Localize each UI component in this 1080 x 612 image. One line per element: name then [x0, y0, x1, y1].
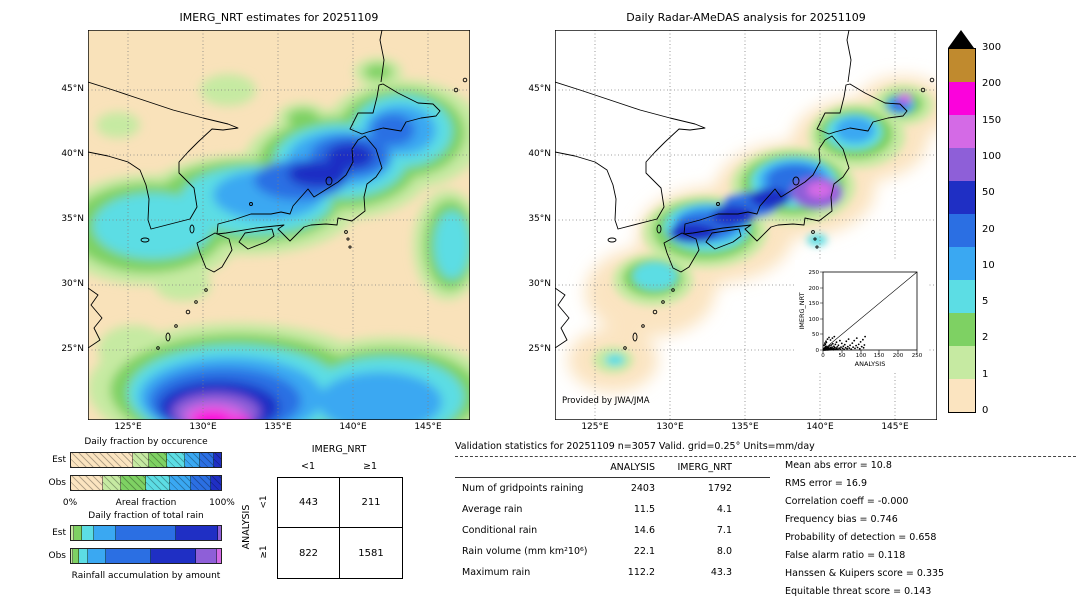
dashed-divider — [455, 456, 1076, 457]
colorbar-labels: 300 200 150 100 50 20 10 5 2 1 0 — [982, 42, 1002, 416]
svg-text:200: 200 — [893, 353, 904, 359]
inset-tick-labels: 0 50 100 150 200 250 0 50 100 150 200 25… — [809, 270, 923, 359]
score-rms-error: RMS error = 16.9 — [785, 478, 867, 489]
contingency-table: 443 211 822 1581 — [277, 477, 403, 579]
left-lat-40: 40°N — [61, 149, 84, 159]
svg-text:200: 200 — [809, 286, 820, 292]
colorbar-over-arrow — [948, 30, 974, 48]
areal-fraction-label: Areal fraction — [115, 498, 177, 508]
right-lat-25: 25°N — [528, 344, 551, 354]
validation-title: Validation statistics for 20251109 n=305… — [455, 441, 815, 452]
right-lat-45: 45°N — [528, 84, 551, 94]
right-lat-40: 40°N — [528, 149, 551, 159]
credit-text: Provided by JWA/JMA — [562, 396, 650, 406]
inset-xlabel: ANALYSIS — [855, 360, 886, 368]
coastlines — [88, 30, 468, 350]
left-lon-140: 140°E — [339, 422, 367, 432]
score-correlation: Correlation coeff = -0.000 — [785, 496, 909, 507]
right-lon-140: 140°E — [806, 422, 834, 432]
colorbar-segments — [948, 48, 976, 413]
right-map-title: Daily Radar-AMeDAS analysis for 20251109 — [626, 11, 866, 24]
left-lat-45: 45°N — [61, 84, 84, 94]
right-lat-30: 30°N — [528, 279, 551, 289]
total-rain-obs-label: Obs — [48, 551, 67, 561]
occurrence-bar-est — [70, 452, 222, 468]
total-rain-bar-obs — [70, 548, 222, 564]
right-lat-35: 35°N — [528, 214, 551, 224]
left-lat-30: 30°N — [61, 279, 84, 289]
validation-col-imerg: IMERG_NRT — [677, 462, 732, 473]
right-map: 0 50 100 150 200 250 0 50 100 150 200 25… — [555, 30, 937, 420]
occurrence-bar-obs — [70, 475, 222, 491]
right-lon-135: 135°E — [731, 422, 759, 432]
areal-fraction-max: 100% — [209, 498, 235, 508]
left-lon-130: 130°E — [189, 422, 217, 432]
grid-lines — [555, 30, 937, 420]
total-rain-bar-est — [70, 525, 222, 541]
left-map — [88, 30, 470, 420]
left-lon-125: 125°E — [114, 422, 142, 432]
score-hanssen-kuipers: Hanssen & Kuipers score = 0.335 — [785, 568, 945, 579]
contingency-col-group: IMERG_NRT — [311, 444, 367, 455]
score-far: False alarm ratio = 0.118 — [785, 550, 906, 561]
score-pod: Probability of detection = 0.658 — [785, 532, 937, 543]
validation-col-analysis: ANALYSIS — [610, 462, 655, 473]
right-lon-130: 130°E — [656, 422, 684, 432]
contingency-cell-miss: 822 — [278, 528, 340, 578]
svg-text:0: 0 — [816, 348, 820, 354]
svg-text:250: 250 — [809, 270, 820, 276]
contingency-col-ge1: ≥1 — [362, 461, 377, 472]
score-frequency-bias: Frequency bias = 0.746 — [785, 514, 898, 525]
inset-ylabel: IMERG_NRT — [798, 292, 806, 329]
grid-lines — [88, 30, 470, 420]
contingency-cell-false-alarm: 211 — [340, 478, 402, 528]
svg-text:50: 50 — [839, 353, 846, 359]
occurrence-obs-label: Obs — [48, 478, 67, 488]
precipitation-field — [88, 58, 470, 420]
contingency-row-ge1: ≥1 — [259, 545, 269, 559]
left-lat-25: 25°N — [61, 344, 84, 354]
total-rain-caption: Rainfall accumulation by amount — [71, 571, 221, 581]
contingency-row-group: ANALYSIS — [241, 504, 252, 550]
validation-row: Maximum rain 112.2 43.3 — [462, 567, 732, 578]
validation-row: Average rain 11.5 4.1 — [462, 504, 732, 515]
svg-text:0: 0 — [821, 353, 825, 359]
svg-text:250: 250 — [912, 353, 923, 359]
scatter-points — [822, 335, 866, 351]
validation-row: Rain volume (mm km²10⁶) 22.1 8.0 — [462, 546, 732, 557]
inset-scatter-plot: 0 50 100 150 200 250 0 50 100 150 200 25… — [795, 260, 927, 372]
score-mean-abs-error: Mean abs error = 10.8 — [785, 460, 892, 471]
validation-row: Num of gridpoints raining 2403 1792 — [462, 483, 732, 494]
right-lon-145: 145°E — [881, 422, 909, 432]
right-lon-125: 125°E — [581, 422, 609, 432]
left-lon-145: 145°E — [414, 422, 442, 432]
contingency-cell-hit-none: 443 — [278, 478, 340, 528]
contingency-col-lt1: <1 — [300, 461, 315, 472]
validation-row: Conditional rain 14.6 7.1 — [462, 525, 732, 536]
contingency-row-lt1: <1 — [259, 495, 269, 509]
svg-text:150: 150 — [809, 301, 820, 307]
validation-header-row: ANALYSIS IMERG_NRT — [455, 462, 732, 473]
left-map-title: IMERG_NRT estimates for 20251109 — [179, 11, 379, 24]
svg-text:150: 150 — [874, 353, 885, 359]
header-underline — [455, 477, 770, 478]
areal-fraction-min: 0% — [62, 498, 78, 508]
occurrence-chart-title: Daily fraction by occurence — [84, 437, 208, 447]
left-lat-35: 35°N — [61, 214, 84, 224]
svg-text:100: 100 — [809, 317, 820, 323]
svg-text:100: 100 — [856, 353, 867, 359]
coastlines — [555, 30, 935, 350]
occurrence-est-label: Est — [52, 455, 66, 465]
left-lon-135: 135°E — [264, 422, 292, 432]
one-to-one-line — [822, 271, 918, 351]
svg-text:50: 50 — [812, 332, 819, 338]
contingency-cell-hit: 1581 — [358, 547, 384, 559]
total-rain-chart-title: Daily fraction of total rain — [88, 511, 204, 521]
total-rain-est-label: Est — [52, 528, 66, 538]
score-equitable-threat: Equitable threat score = 0.143 — [785, 586, 932, 597]
